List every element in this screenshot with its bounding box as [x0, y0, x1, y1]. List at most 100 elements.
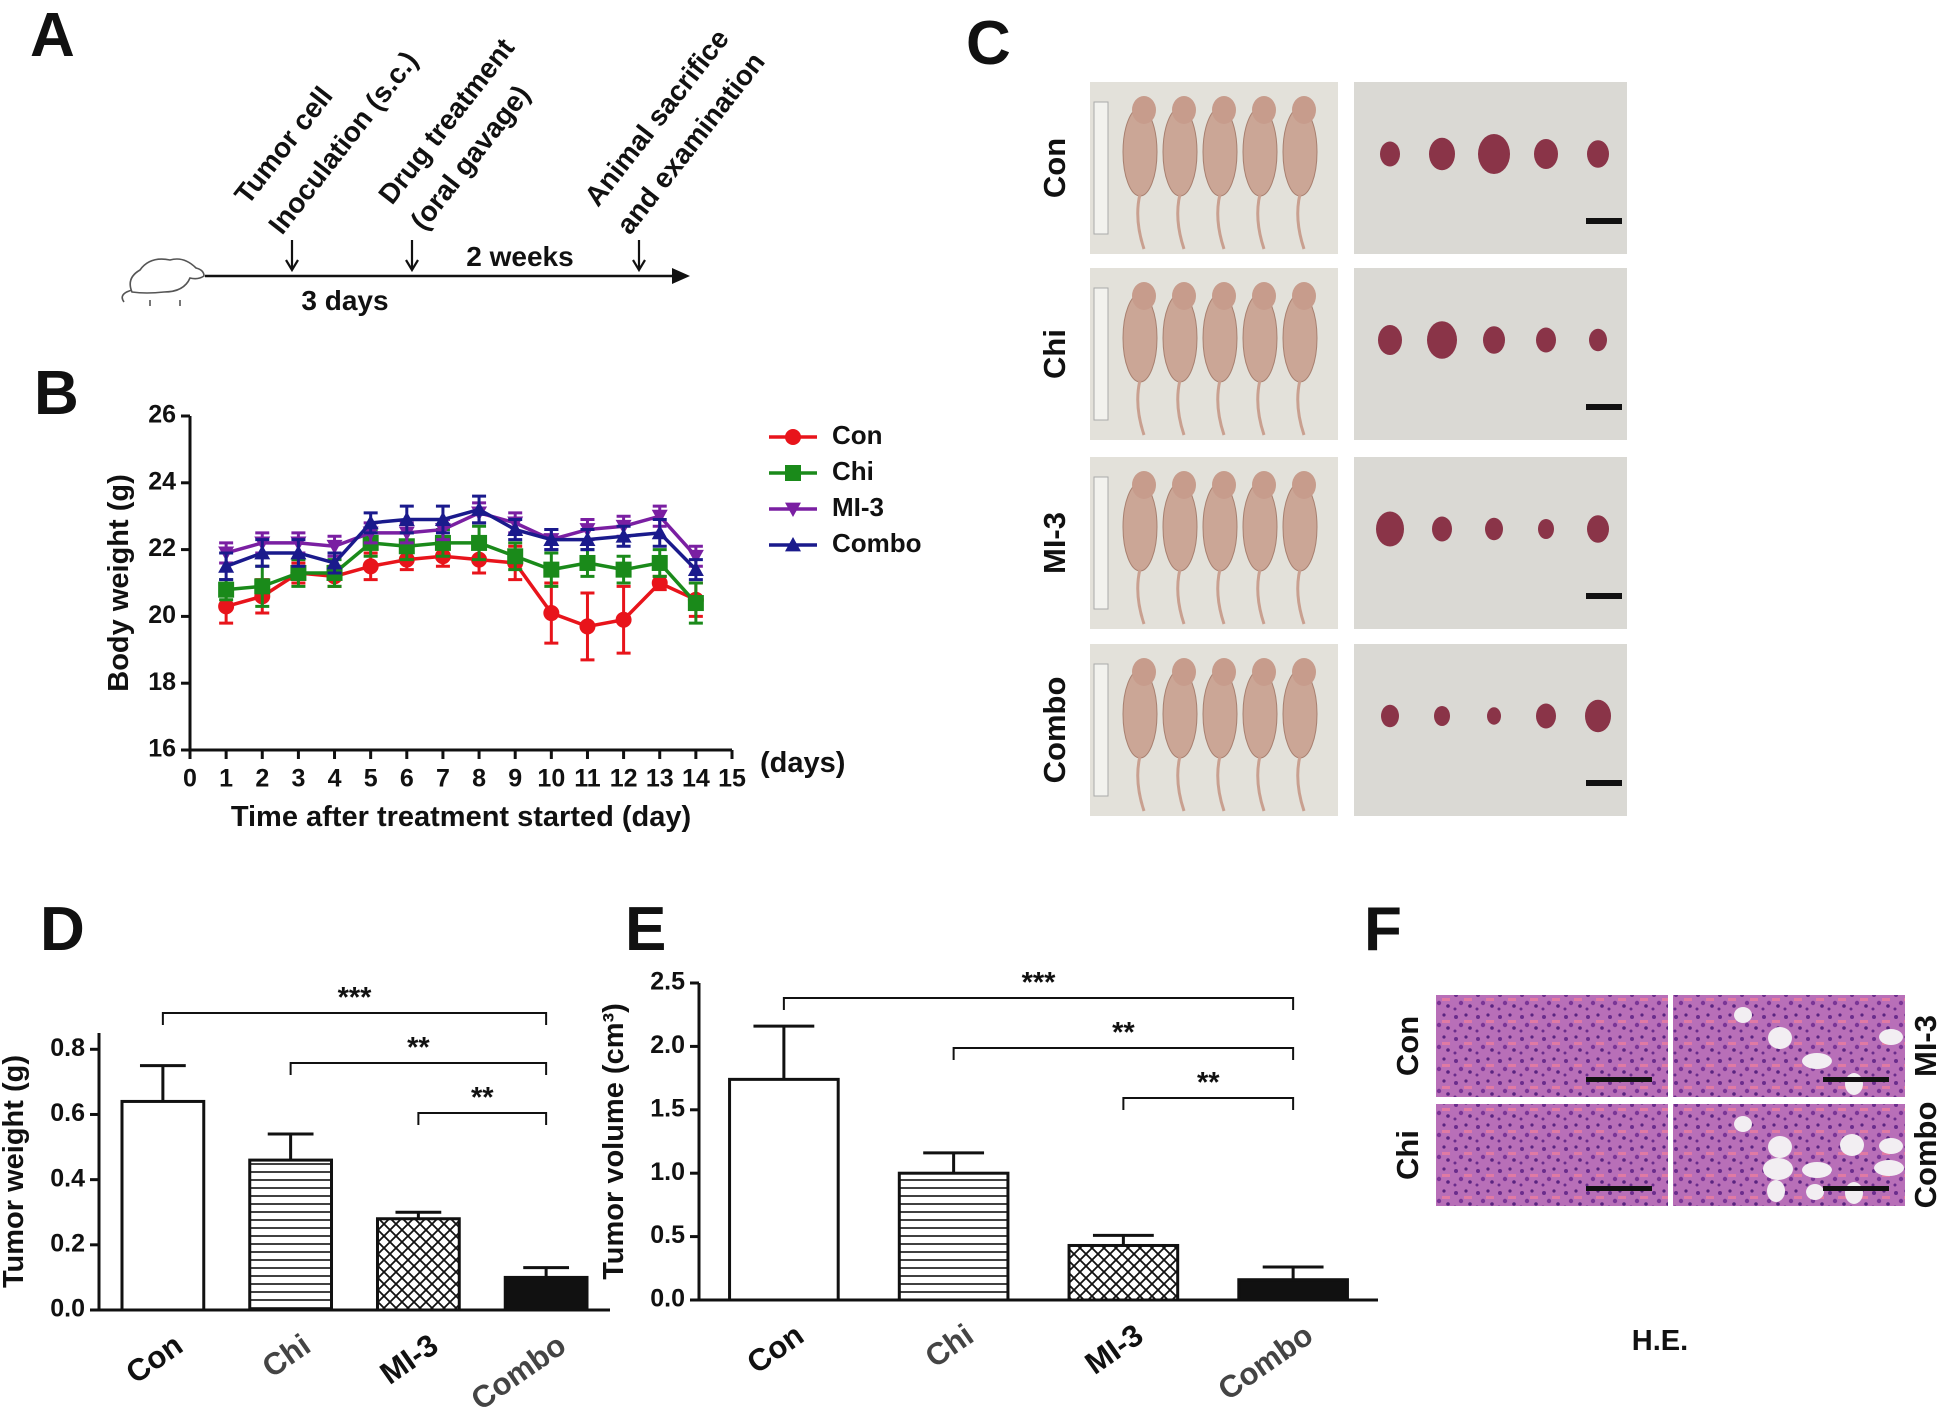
scale-bar: [1586, 1186, 1652, 1191]
tumor: [1587, 515, 1609, 543]
marker: [290, 544, 307, 560]
bar: [120, 1099, 206, 1312]
x-tick-label: 6: [400, 765, 414, 793]
mouse-tail: [1176, 379, 1186, 436]
error-bar: [1262, 1265, 1324, 1280]
significance-label: **: [471, 1082, 494, 1114]
row-label: Combo: [1037, 677, 1072, 784]
marker: [651, 575, 668, 591]
scale-bar: [1586, 404, 1622, 410]
x-tick-label: 14: [682, 765, 710, 793]
fat-vacuole: [1879, 1029, 1903, 1045]
fat-vacuole: [1802, 1162, 1832, 1178]
scale-bar: [1586, 218, 1622, 224]
x-tick-label: 8: [472, 765, 486, 793]
significance-label: **: [407, 1032, 430, 1064]
y-tick-label: 0.0: [50, 1295, 85, 1323]
ruler: [1093, 476, 1109, 610]
mouse-tail: [1296, 755, 1306, 812]
x-tick-label: Chi: [256, 1327, 317, 1384]
series-line: [225, 507, 698, 571]
tumor: [1427, 321, 1457, 359]
marker: [543, 561, 560, 578]
panel-label: E: [625, 895, 666, 964]
fat-vacuole: [1874, 1160, 1904, 1176]
fat-vacuole: [1840, 1134, 1864, 1156]
scale-bar: [1586, 1077, 1652, 1082]
marker: [543, 531, 560, 546]
marker: [218, 558, 235, 573]
mouse-head: [1132, 96, 1156, 124]
fat-vacuole: [1845, 1073, 1863, 1095]
marker: [615, 561, 632, 578]
marker: [362, 514, 379, 530]
marker: [579, 618, 596, 635]
marker: [543, 605, 560, 622]
error-bar: [267, 1132, 314, 1161]
marker: [507, 548, 524, 565]
scale-bar: [1823, 1186, 1889, 1191]
mouse-tail: [1136, 379, 1146, 436]
fat-vacuole: [1767, 1180, 1785, 1202]
bar: [375, 1217, 461, 1312]
series: [218, 494, 704, 582]
x-tick-label: Con: [740, 1317, 809, 1380]
event-arrow: [405, 240, 419, 273]
fat-vacuole: [1806, 1184, 1824, 1200]
histology-caption: H.E.: [1632, 1325, 1688, 1357]
panel-label: B: [34, 359, 79, 428]
mouse-icon: [121, 258, 205, 306]
mouse-tail: [1136, 755, 1146, 812]
mouse-head: [1292, 282, 1316, 310]
scale-bar: [1586, 780, 1622, 786]
marker: [615, 528, 632, 543]
marker: [434, 511, 451, 526]
error-bar: [523, 1266, 570, 1278]
significance-label: **: [1112, 1017, 1135, 1049]
significance-bracket: [782, 997, 1295, 1010]
row-label: Con: [1390, 1016, 1425, 1076]
x-tick-label: MI-3: [1079, 1317, 1150, 1381]
significance-bracket: [1122, 1097, 1295, 1110]
fat-vacuole: [1734, 1116, 1752, 1132]
marker: [687, 595, 704, 612]
x-tick-label: 9: [508, 765, 522, 793]
mouse-head: [1172, 282, 1196, 310]
panel-label: D: [40, 895, 85, 964]
tumor: [1483, 326, 1505, 354]
tumor: [1534, 139, 1558, 169]
mouse-head: [1132, 471, 1156, 499]
mouse-tail: [1176, 568, 1186, 625]
mouse-head: [1212, 658, 1236, 686]
significance-label: **: [1197, 1067, 1220, 1099]
x-tick-label: 1: [219, 765, 233, 793]
arrowhead: [672, 268, 690, 284]
significance-label: ***: [338, 982, 373, 1014]
mouse-head: [1172, 658, 1196, 686]
mouse-head: [1252, 658, 1276, 686]
y-tick-label: 20: [148, 601, 176, 629]
row-label: Chi: [1390, 1130, 1425, 1180]
tumor-photo: [1354, 268, 1627, 440]
mouse-head: [1212, 282, 1236, 310]
interval-text: 3 days: [301, 285, 388, 316]
x-tick-label: 13: [646, 765, 674, 793]
mouse-tail: [1216, 379, 1226, 436]
marker: [651, 524, 668, 540]
x-tick-label: 15: [718, 765, 746, 793]
fat-vacuole: [1879, 1138, 1903, 1154]
mouse-head: [1172, 471, 1196, 499]
fat-vacuole: [1734, 1007, 1752, 1023]
marker: [785, 502, 801, 517]
tumor: [1378, 325, 1402, 355]
marker: [362, 558, 379, 575]
marker: [254, 578, 271, 595]
y-tick-label: 1.5: [650, 1094, 685, 1122]
mouse-tail: [1256, 568, 1266, 625]
significance-bracket: [161, 1012, 548, 1025]
fat-vacuole: [1768, 1136, 1792, 1158]
y-axis-label: Tumor volume (cm³): [598, 1003, 630, 1280]
timeline: Tumor cell Inoculation (s.c.) Drug treat…: [121, 23, 771, 316]
y-tick-label: 0.2: [50, 1229, 85, 1257]
marker: [254, 544, 271, 560]
